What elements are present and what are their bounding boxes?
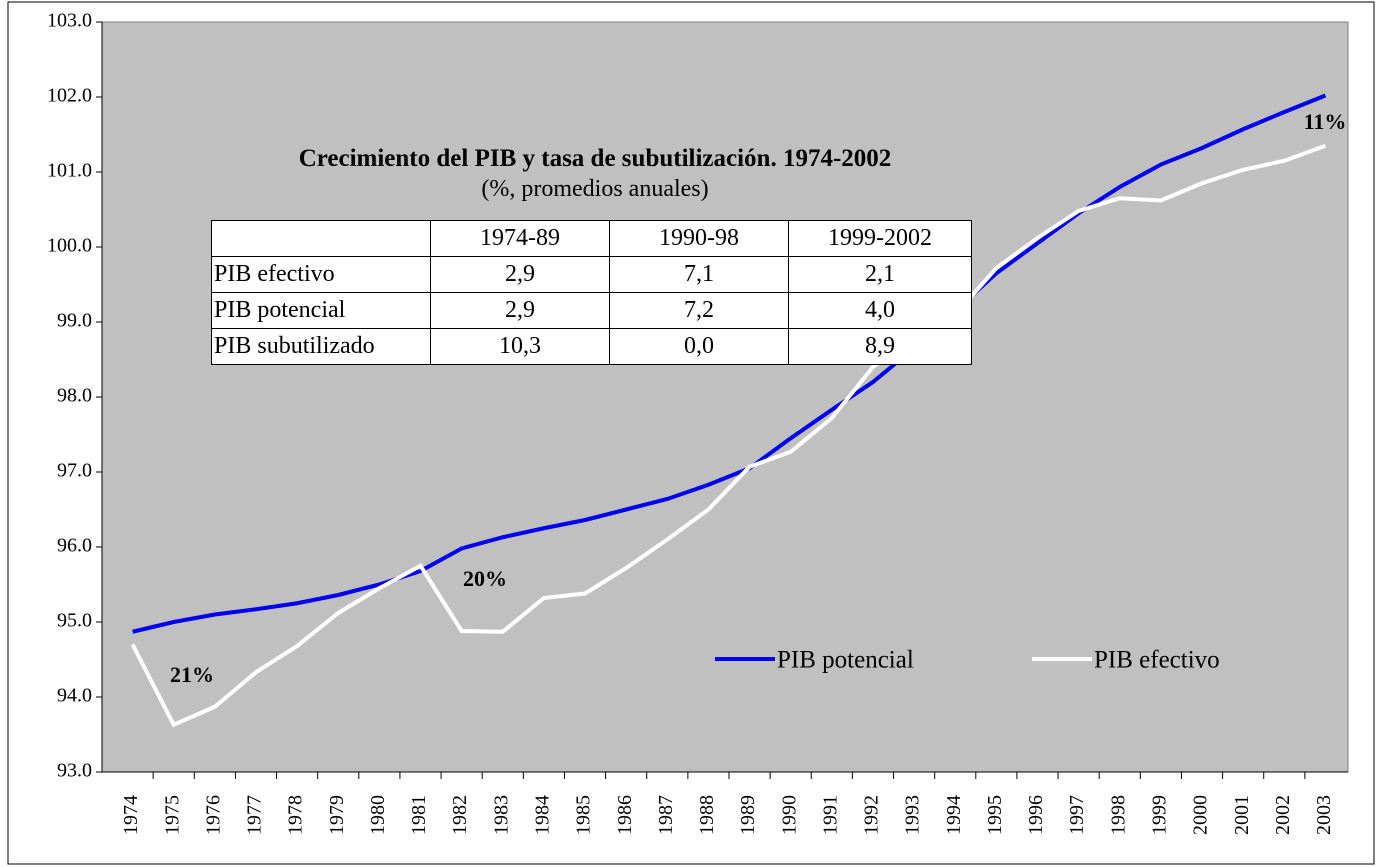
x-tick-label: 1991 [819, 795, 841, 835]
y-tick-label: 98.0 [57, 385, 92, 407]
x-tick-label: 2001 [1231, 795, 1253, 835]
y-tick-label: 99.0 [57, 310, 92, 332]
x-tick-label: 1975 [161, 795, 183, 835]
x-tick-label: 1980 [367, 795, 389, 835]
x-tick-label: 1985 [573, 795, 595, 835]
x-tick-label: 1982 [449, 795, 471, 835]
table-cell: 4,0 [788, 292, 972, 329]
inset-table: 1974-89 1990-98 1999-2002 PIB efectivo 2,9 7,… [211, 220, 972, 365]
annotation: 20% [463, 566, 507, 591]
y-tick-label: 103.0 [47, 10, 92, 32]
table-header: 1999-2002 [788, 220, 972, 257]
x-tick-label: 1976 [202, 795, 224, 835]
table-row: PIB potencial 2,9 7,2 4,0 [211, 292, 972, 329]
x-tick-label: 1974 [120, 795, 142, 835]
y-tick-label: 94.0 [57, 685, 92, 707]
row-label: PIB efectivo [211, 256, 431, 293]
legend-label: PIB potencial [777, 647, 914, 674]
series-line [130, 143, 1327, 728]
y-tick-label: 95.0 [57, 610, 92, 632]
y-tick-label: 101.0 [47, 160, 92, 182]
y-tick-label: 100.0 [47, 235, 92, 257]
table-cell: 2,9 [430, 292, 610, 329]
x-tick-label: 1998 [1107, 795, 1129, 835]
inset-title: Crecimiento del PIB y tasa de subutiliza… [298, 145, 892, 172]
table-cell: 0,0 [609, 328, 789, 365]
table-cell: 8,9 [788, 328, 972, 365]
y-tick-label: 96.0 [57, 535, 92, 557]
x-tick-label: 1986 [614, 795, 636, 835]
table-header-row: 1974-89 1990-98 1999-2002 [211, 220, 972, 257]
y-tick-label: 102.0 [47, 85, 92, 107]
x-tick-label: 1995 [984, 795, 1006, 835]
y-tick-label: 93.0 [57, 760, 92, 782]
x-tick-label: 1999 [1148, 795, 1170, 835]
x-tick-label: 1988 [696, 795, 718, 835]
x-tick-label: 1983 [490, 795, 512, 835]
inset-subtitle: (%, promedios anuales) [481, 176, 709, 202]
x-tick-label: 1996 [1025, 795, 1047, 835]
x-tick-label: 1987 [655, 795, 677, 835]
x-tick-label: 2003 [1313, 795, 1335, 835]
x-tick-label: 1984 [531, 795, 553, 835]
plot-area [101, 21, 1349, 773]
row-label: PIB subutilizado [211, 328, 431, 365]
annotation: 11% [1304, 109, 1347, 134]
table-header: 1974-89 [430, 220, 610, 257]
table-cell: 7,2 [609, 292, 789, 329]
x-tick-label: 1990 [778, 795, 800, 835]
table-cell: 7,1 [609, 256, 789, 293]
row-label: PIB potencial [211, 292, 431, 329]
x-tick-label: 2000 [1190, 795, 1212, 835]
x-tick-label: 1978 [285, 795, 307, 835]
legend-label: PIB efectivo [1094, 647, 1220, 674]
table-cell: 2,9 [430, 256, 610, 293]
x-tick-label: 1992 [861, 795, 883, 835]
x-tick-label: 2002 [1272, 795, 1294, 835]
series-line [132, 93, 1327, 634]
x-tick-label: 1989 [737, 795, 759, 835]
table-header: 1990-98 [609, 220, 789, 257]
table-cell: 10,3 [430, 328, 610, 365]
x-tick-label: 1977 [244, 795, 266, 835]
x-tick-label: 1981 [408, 795, 430, 835]
annotation: 21% [170, 662, 214, 687]
table-row: PIB subutilizado 10,3 0,0 8,9 [211, 328, 972, 365]
x-tick-label: 1997 [1066, 795, 1088, 835]
table-row: PIB efectivo 2,9 7,1 2,1 [211, 256, 972, 293]
y-tick-label: 97.0 [57, 460, 92, 482]
inset: Crecimiento del PIB y tasa de subutiliza… [200, 142, 990, 202]
x-tick-label: 1993 [902, 795, 924, 835]
x-tick-label: 1979 [326, 795, 348, 835]
table-cell [211, 220, 431, 257]
x-tick-label: 1994 [943, 795, 965, 835]
table-cell: 2,1 [788, 256, 972, 293]
